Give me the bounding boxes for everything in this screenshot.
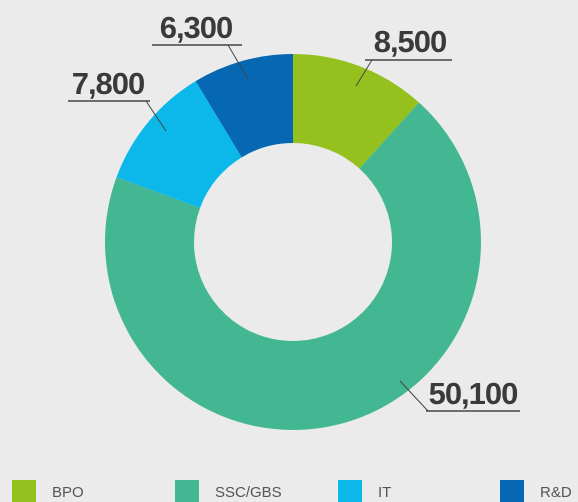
leader-line xyxy=(227,44,249,80)
value-label: 50,100 xyxy=(429,376,518,411)
donut-slice xyxy=(104,102,482,431)
donut-slice xyxy=(293,54,420,169)
legend-swatch xyxy=(500,480,524,502)
leader-line xyxy=(399,380,429,412)
legend-label: SSC/GBS xyxy=(215,484,282,501)
value-label: 8,500 xyxy=(374,24,447,59)
legend-label: BPO xyxy=(52,484,84,501)
legend-swatch xyxy=(338,480,362,502)
legend-label: IT xyxy=(378,484,391,501)
value-label: 6,300 xyxy=(160,10,233,45)
value-label: 7,800 xyxy=(72,66,145,101)
donut-slice xyxy=(195,54,293,158)
legend-swatch xyxy=(12,480,36,502)
legend-label: R&D xyxy=(540,484,572,501)
leader-line xyxy=(355,59,373,87)
leader-line xyxy=(145,100,167,132)
legend-swatch xyxy=(175,480,199,502)
donut-slice xyxy=(116,81,242,208)
